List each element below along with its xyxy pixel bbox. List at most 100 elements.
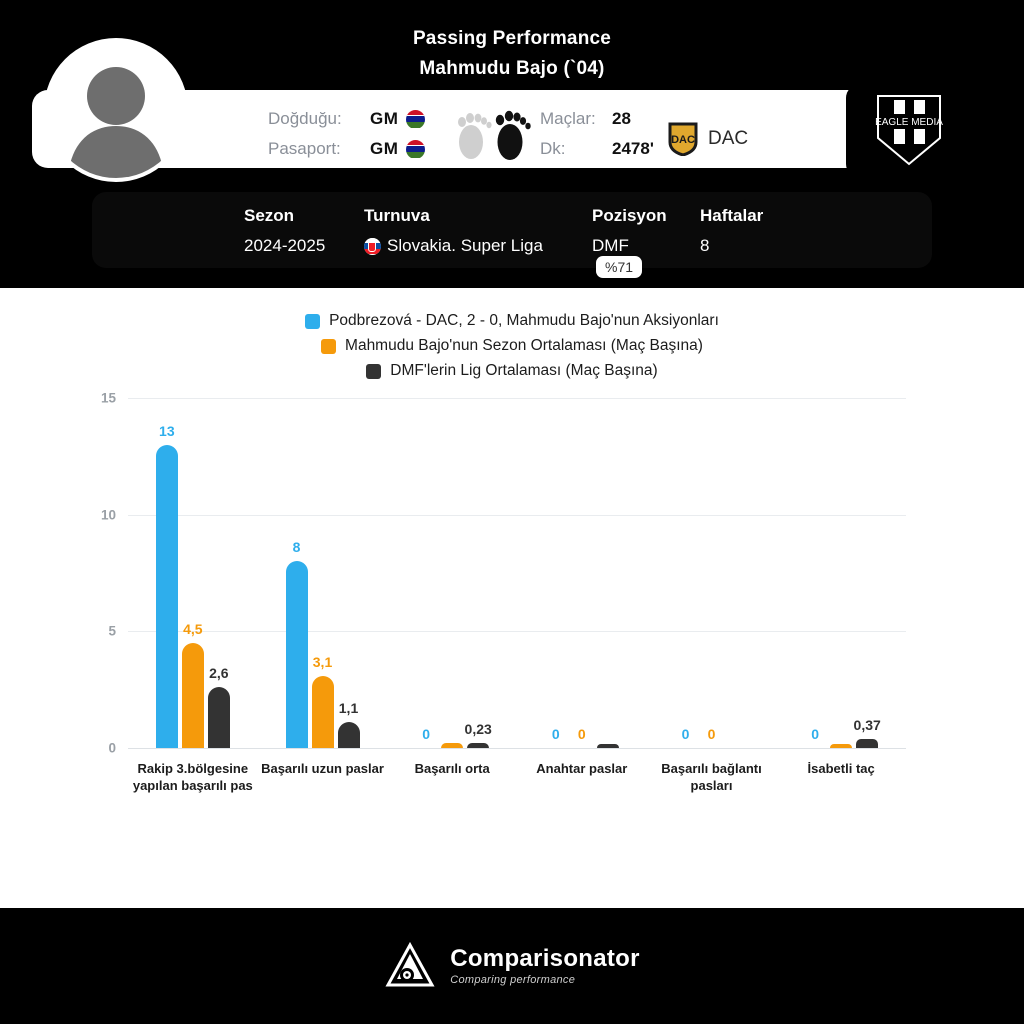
svg-text:DAC: DAC xyxy=(671,134,695,146)
y-axis-labels: 0 5 10 15 xyxy=(0,391,128,756)
y-tick-label: 5 xyxy=(108,623,116,639)
minutes-label: Dk: xyxy=(540,139,566,158)
y-tick-label: 10 xyxy=(100,507,116,523)
bar[interactable] xyxy=(337,722,360,748)
bar[interactable] xyxy=(856,739,879,748)
bar-value-label: 0 xyxy=(681,726,690,742)
stats-block: Maçlar: 28 Dk: 2478' xyxy=(540,104,654,164)
meta-header-turnuva: Turnuva xyxy=(364,206,430,225)
legend-label: Podbrezová - DAC, 2 - 0, Mahmudu Bajo'nu… xyxy=(329,312,719,329)
footer-text: Comparisonator Comparing performance xyxy=(450,944,640,986)
title-line-2: Mahmudu Bajo (`04) xyxy=(419,58,605,79)
club-block: DAC DAC xyxy=(668,122,748,156)
meta-value-sezon: 2024-2025 xyxy=(244,236,326,255)
matches-value: 28 xyxy=(612,109,631,128)
bar-value-label: 0 xyxy=(577,726,586,742)
bar-value-label: 0 xyxy=(707,726,716,742)
legend-label: DMF'lerin Lig Ortalaması (Maç Başına) xyxy=(390,362,658,379)
legend-item-2[interactable]: DMF'lerin Lig Ortalaması (Maç Başına) xyxy=(366,362,658,380)
passport-row: Pasaport: GM xyxy=(268,134,426,164)
bar[interactable] xyxy=(181,643,204,748)
chart-legend: Podbrezová - DAC, 2 - 0, Mahmudu Bajo'nu… xyxy=(0,312,1024,380)
birth-label: Doğduğu: xyxy=(268,109,342,128)
gambia-flag-icon xyxy=(406,109,426,129)
x-tick-label: İsabetli taç xyxy=(807,761,875,776)
bar-value-label: 0,23 xyxy=(464,720,492,737)
bar-value-label: 8 xyxy=(292,539,301,556)
x-tick-label: Başarılı orta xyxy=(414,761,490,776)
bar[interactable] xyxy=(596,744,619,748)
bio-block: Doğduğu: GM Pasaport: GM xyxy=(268,104,426,164)
legend-swatch-icon xyxy=(366,363,382,379)
bar-value-label: 0 xyxy=(551,726,560,742)
bar-value-label: 0 xyxy=(811,726,820,742)
gridline xyxy=(128,631,906,633)
bar[interactable] xyxy=(467,742,490,748)
x-tick-label: Başarılı bağlantı pasları xyxy=(661,761,762,793)
x-tick-label: Anahtar paslar xyxy=(536,761,628,776)
avatar-placeholder-icon xyxy=(48,42,184,178)
meta-table: Sezon Turnuva Pozisyon Haftalar 2024-202… xyxy=(92,192,932,268)
passport-value: GM xyxy=(370,139,399,158)
footer-tagline: Comparing performance xyxy=(450,973,576,986)
bar-group: 13 4,5 2,6 xyxy=(155,398,230,748)
dac-club-crest-icon: DAC xyxy=(668,122,698,156)
legend-label: Mahmudu Bajo'nun Sezon Ortalaması (Maç B… xyxy=(345,337,703,354)
bar[interactable] xyxy=(441,743,464,748)
chart-panel: Podbrezová - DAC, 2 - 0, Mahmudu Bajo'nu… xyxy=(0,288,1024,908)
y-tick-label: 15 xyxy=(100,390,116,406)
bar-group: 0 0,37 xyxy=(804,398,881,748)
bar-value-label: 3,1 xyxy=(312,653,333,670)
bar-value-label: 0 xyxy=(422,726,431,742)
meta-header-haftalar: Haftalar xyxy=(700,206,764,225)
footer-brand: Comparisonator xyxy=(450,944,640,972)
bar[interactable] xyxy=(155,444,178,748)
bar-group: 8 3,1 1,1 xyxy=(285,398,360,748)
comparisonator-logo-icon xyxy=(385,941,435,987)
legend-swatch-icon xyxy=(305,313,321,329)
y-tick-label: 0 xyxy=(108,740,116,756)
meta-header-sezon: Sezon xyxy=(244,206,295,225)
bar[interactable] xyxy=(285,561,308,748)
eagle-media-badge: EAGLE MEDIA xyxy=(846,84,972,178)
bar-value-label: 13 xyxy=(159,422,175,439)
gridline xyxy=(128,748,906,749)
bar-group: 0 0,23 xyxy=(415,398,492,748)
meta-value-turnuva: Slovakia. Super Liga xyxy=(364,236,543,256)
bar-value-label: 2,6 xyxy=(209,665,229,682)
percent-badge: %71 xyxy=(596,256,643,278)
passport-label: Pasaport: xyxy=(268,139,341,158)
matches-row: Maçlar: 28 xyxy=(540,104,654,134)
gridline xyxy=(128,514,906,516)
meta-value-haftalar: 8 xyxy=(700,236,710,255)
bar-value-label: 4,5 xyxy=(183,621,203,637)
eagle-media-shield-icon: EAGLE MEDIA xyxy=(875,95,943,166)
minutes-value: 2478' xyxy=(612,139,654,158)
meta-header-pozisyon: Pozisyon xyxy=(592,206,667,225)
x-tick-label: Rakip 3.bölgesine yapılan başarılı pas xyxy=(132,761,253,793)
footer: Comparisonator Comparing performance xyxy=(0,908,1024,1024)
chart-bars: 13 4,5 2,6 8 3,1 1,1 0 0,23 0 0 0 0 0 0,37 xyxy=(128,398,906,748)
legend-item-0[interactable]: Podbrezová - DAC, 2 - 0, Mahmudu Bajo'nu… xyxy=(305,312,719,330)
x-tick-label: Başarılı uzun paslar xyxy=(261,761,384,776)
birth-value: GM xyxy=(370,109,399,128)
bar[interactable] xyxy=(207,687,230,748)
birth-row: Doğduğu: GM xyxy=(268,104,426,134)
legend-item-1[interactable]: Mahmudu Bajo'nun Sezon Ortalaması (Maç B… xyxy=(321,337,703,355)
chart-gridlines xyxy=(128,398,906,749)
club-name: DAC xyxy=(708,128,749,149)
bar[interactable] xyxy=(311,675,334,748)
matches-label: Maçlar: xyxy=(540,109,596,128)
meta-value-pozisyon: DMF xyxy=(592,236,629,255)
slovakia-flag-icon xyxy=(364,237,381,255)
title-line-1: Passing Performance xyxy=(412,28,612,49)
chart-plot-area: 0 5 10 15 13 4,5 2,6 8 3,1 1,1 0 0,23 0 0 0 0 0 0,37 Rak… xyxy=(0,391,1024,793)
avatar xyxy=(48,42,184,178)
bar-value-label: 0,37 xyxy=(853,717,881,734)
legend-swatch-icon xyxy=(321,338,337,354)
bar[interactable] xyxy=(830,744,853,748)
bar-value-label: 1,1 xyxy=(338,700,359,717)
